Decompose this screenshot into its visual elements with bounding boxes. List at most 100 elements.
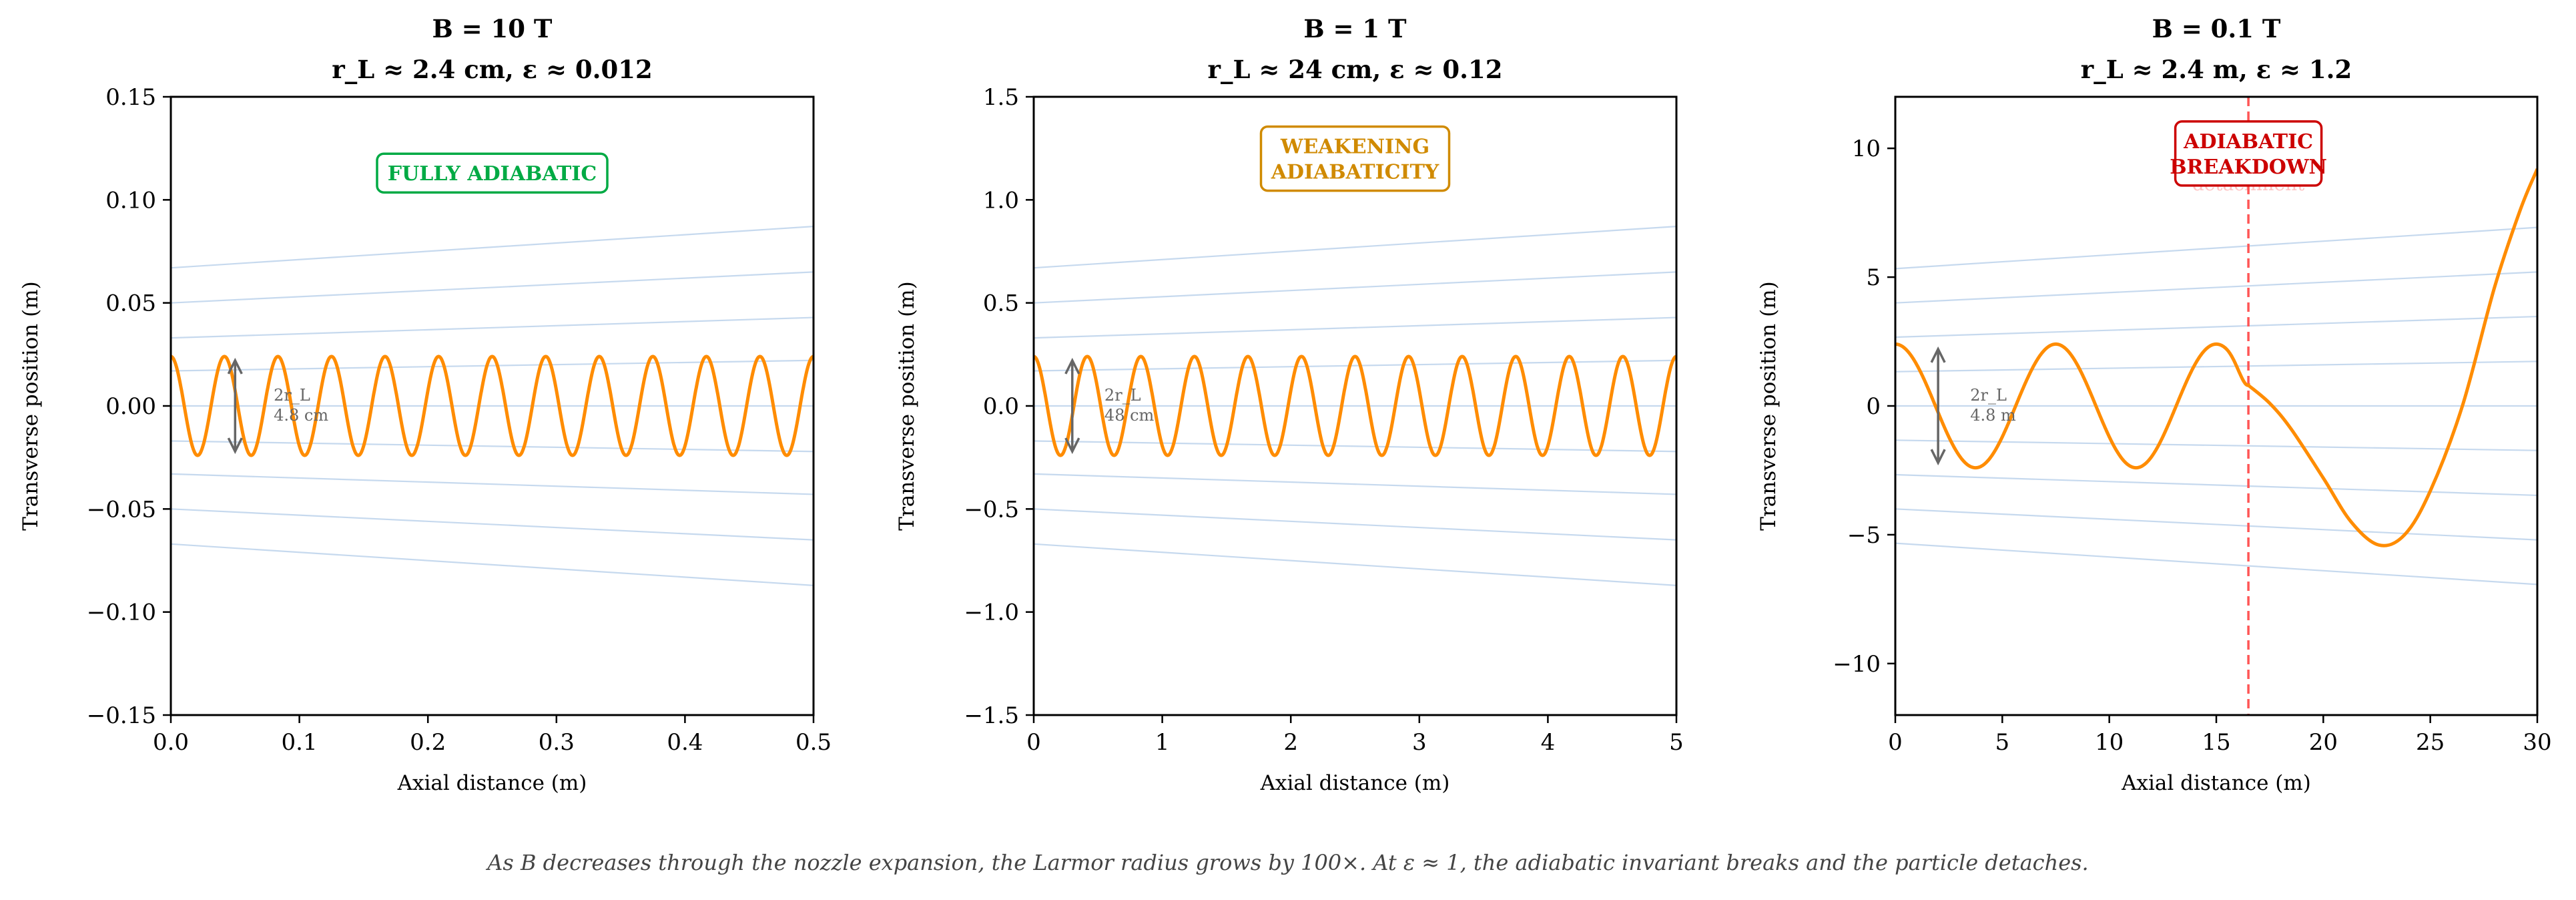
x-tick-label: 0 [1026, 729, 1041, 756]
arrowhead-up-icon [227, 357, 243, 375]
regime-badge [1259, 125, 1451, 192]
y-tick-label: −0.5 [964, 496, 1019, 523]
y-tick-label: −1.0 [964, 600, 1019, 626]
y-tick-label: 10 [1852, 136, 1881, 162]
arrowhead-down-icon [227, 437, 243, 455]
field-line [1034, 271, 1676, 304]
field-line [1895, 508, 2537, 541]
y-tick-label: 0.00 [105, 393, 156, 420]
y-tick-label: 0.05 [105, 290, 156, 317]
x-tick-label: 3 [1412, 729, 1427, 756]
x-tick-label: 5 [1995, 729, 2010, 756]
field-line [1034, 316, 1676, 339]
arrowhead-down-icon [1930, 449, 1946, 466]
y-tick-label: −5 [1847, 522, 1881, 549]
x-tick-label: 25 [2416, 729, 2445, 756]
panel-title: B = 10 T [432, 14, 553, 43]
arrowhead-up-icon [1930, 346, 1946, 363]
field-line [1034, 543, 1676, 586]
y-tick-label: 0.0 [983, 393, 1019, 420]
y-axis-label: Transverse position (m) [19, 281, 43, 530]
x-axis-label: Axial distance (m) [1260, 771, 1450, 795]
field-line [171, 316, 814, 339]
larmor-diameter-label: 2r_L [1104, 386, 1141, 405]
panel-subtitle: r_L ≈ 24 cm, ε ≈ 0.12 [1208, 55, 1503, 84]
panel-title: B = 1 T [1303, 14, 1407, 43]
x-tick-label: 1 [1155, 729, 1170, 756]
x-tick-label: 30 [2523, 729, 2551, 756]
regime-badge-text: FULLY ADIABATIC [388, 162, 597, 186]
field-line [171, 359, 814, 372]
field-line [1034, 226, 1676, 269]
y-tick-label: 0 [1866, 393, 1881, 420]
particle-trajectory [1034, 355, 1676, 457]
field-line [1034, 440, 1676, 453]
y-tick-label: 1.0 [983, 187, 1019, 214]
y-tick-label: −1.5 [964, 702, 1019, 729]
y-axis-label: Transverse position (m) [1756, 281, 1781, 530]
field-line [1895, 271, 2537, 304]
x-tick-label: 0.3 [539, 729, 575, 756]
field-line [1034, 508, 1676, 541]
field-line [171, 473, 814, 495]
larmor-diameter-label: 2r_L [1970, 386, 2007, 405]
arrowhead-up-icon [1064, 357, 1080, 375]
y-tick-label: 1.5 [983, 84, 1019, 111]
regime-badge-text: BREAKDOWN [2170, 156, 2327, 179]
regime-badge [376, 152, 609, 194]
regime-badge-text: ADIABATIC [2183, 130, 2313, 154]
x-tick-label: 0 [1888, 729, 1903, 756]
y-tick-label: 0.10 [105, 187, 156, 214]
field-line [171, 271, 814, 304]
y-tick-label: 5 [1866, 264, 1881, 291]
x-tick-label: 4 [1541, 729, 1556, 756]
plot-area: 2r_L48 cm [1034, 226, 1676, 586]
y-tick-label: −10 [1833, 651, 1881, 678]
plot-area: detachment2r_L4.8 m [1895, 97, 2537, 715]
arrowhead-down-icon [1064, 437, 1080, 455]
x-tick-label: 0.1 [282, 729, 318, 756]
caption: As B decreases through the nozzle expans… [485, 850, 2088, 875]
x-tick-label: 2 [1283, 729, 1298, 756]
y-tick-label: −0.15 [87, 702, 156, 729]
panel-1: 2r_L4.8 cm FULLY ADIABATIC 0.0 0.1 0.2 0.3 0.4… [19, 14, 832, 795]
x-tick-label: 0.4 [667, 729, 703, 756]
x-tick-label: 5 [1669, 729, 1684, 756]
particle-trajectory [171, 355, 814, 457]
field-line [1034, 359, 1676, 372]
panel-subtitle: r_L ≈ 2.4 m, ε ≈ 1.2 [2081, 55, 2352, 84]
regime-badge [2174, 120, 2323, 187]
regime-badge-text: WEAKENING [1280, 136, 1429, 159]
panel-title: B = 0.1 T [2152, 14, 2281, 43]
x-tick-label: 0.0 [153, 729, 189, 756]
field-line [171, 226, 814, 269]
field-line [1895, 473, 2537, 497]
regime-badge-text: ADIABATICITY [1271, 161, 1439, 184]
y-tick-label: −0.10 [87, 600, 156, 626]
panel-subtitle: r_L ≈ 2.4 cm, ε ≈ 0.012 [332, 55, 653, 84]
field-line [1895, 226, 2537, 270]
field-line [171, 508, 814, 541]
x-tick-label: 20 [2309, 729, 2338, 756]
x-axis-label: Axial distance (m) [397, 771, 587, 795]
field-line [1895, 361, 2537, 373]
field-line [1034, 473, 1676, 495]
field-line [1895, 315, 2537, 339]
x-tick-label: 10 [2095, 729, 2124, 756]
y-axis-label: Transverse position (m) [895, 281, 919, 530]
plot-area: 2r_L4.8 cm [171, 226, 814, 586]
larmor-diameter-value: 4.8 m [1970, 406, 2016, 425]
x-tick-label: 0.2 [410, 729, 446, 756]
x-axis-label: Axial distance (m) [2121, 771, 2311, 795]
larmor-diameter-value: 48 cm [1104, 406, 1155, 425]
y-tick-label: −0.05 [87, 496, 156, 523]
larmor-diameter-label: 2r_L [274, 386, 310, 405]
field-line [171, 440, 814, 453]
field-line [171, 543, 814, 586]
particle-trajectory [1895, 168, 2537, 547]
y-tick-label: 0.15 [105, 84, 156, 111]
field-line [1895, 542, 2537, 586]
